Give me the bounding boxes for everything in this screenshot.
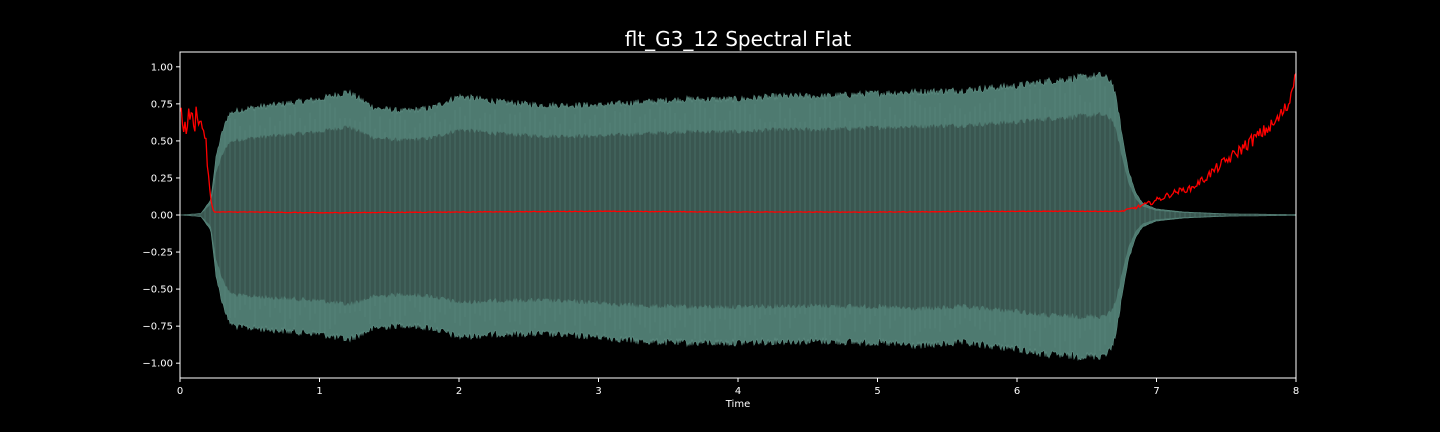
y-tick-label: 0.50 xyxy=(151,136,173,147)
chart-title: flt_G3_12 Spectral Flat xyxy=(625,27,852,51)
spectral-flatness-layer xyxy=(180,73,1296,214)
y-tick-label: −0.50 xyxy=(142,285,173,296)
y-axis: 1.00 0.75 0.50 0.25 0.00 −0.25 −0.50 −0.75 −1.00 xyxy=(142,62,180,370)
x-tick-label: 4 xyxy=(735,386,741,397)
y-tick-label: −0.25 xyxy=(142,248,173,259)
y-tick-label: 0.75 xyxy=(151,99,173,110)
y-tick-label: −0.75 xyxy=(142,322,173,333)
y-tick-label: 0.00 xyxy=(151,211,173,222)
y-tick-label: −1.00 xyxy=(142,359,173,370)
waveform-layer xyxy=(180,71,1296,361)
x-axis-label: Time xyxy=(725,399,750,410)
x-tick-label: 0 xyxy=(177,386,183,397)
x-tick-label: 3 xyxy=(595,386,601,397)
x-tick-label: 1 xyxy=(316,386,322,397)
x-tick-label: 8 xyxy=(1293,386,1299,397)
x-tick-label: 2 xyxy=(456,386,462,397)
y-tick-label: 0.25 xyxy=(151,173,173,184)
plot-area xyxy=(179,51,1297,379)
x-tick-label: 7 xyxy=(1153,386,1159,397)
waveform-oscillation xyxy=(184,78,1296,354)
waveform-body xyxy=(180,112,1296,320)
x-tick-label: 5 xyxy=(874,386,880,397)
spectral-flatness-line xyxy=(180,73,1296,214)
x-tick-label: 6 xyxy=(1014,386,1020,397)
y-tick-label: 1.00 xyxy=(151,62,173,73)
x-axis: 0 1 2 3 4 5 6 7 8 xyxy=(177,378,1299,397)
